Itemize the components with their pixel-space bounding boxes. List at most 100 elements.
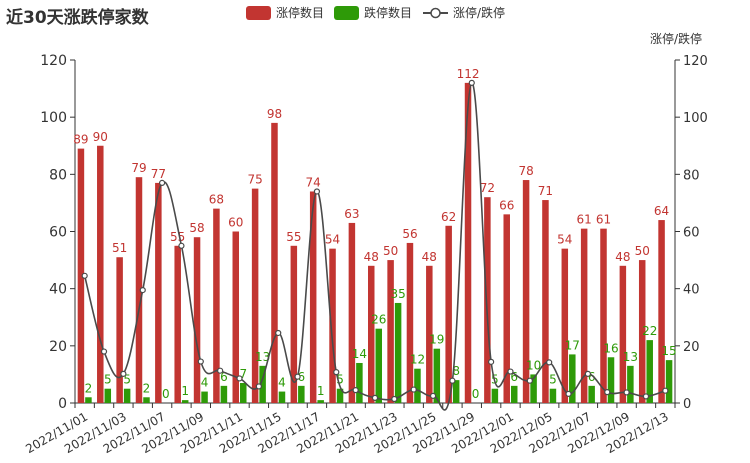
ratio-point — [546, 359, 553, 366]
bar-limit-up — [406, 242, 414, 403]
data-label-limit-up: 54 — [325, 233, 340, 247]
bar-limit-down — [336, 388, 344, 403]
bar-limit-up — [116, 257, 123, 403]
data-label-limit-up: 74 — [306, 175, 321, 189]
data-label-limit-up: 62 — [441, 210, 456, 224]
legend-item-ratio[interactable]: 涨停/跌停 — [423, 4, 505, 21]
legend-item-limit-down[interactable]: 跌停数目 — [334, 4, 412, 21]
data-label-limit-up: 79 — [131, 161, 146, 175]
bar-limit-up — [426, 265, 433, 403]
ratio-point — [604, 389, 611, 396]
data-label-limit-down: 8 — [452, 364, 460, 378]
y2-tick-label: 40 — [683, 283, 700, 298]
ratio-point — [333, 369, 340, 376]
y-tick-label: 120 — [40, 53, 67, 69]
y-tick-label: 80 — [49, 167, 67, 183]
data-label-limit-up: 77 — [151, 167, 166, 181]
bar-limit-up — [77, 148, 85, 403]
bar-limit-up — [368, 265, 375, 403]
data-label-limit-down: 5 — [104, 373, 112, 387]
data-label-limit-down: 5 — [336, 373, 344, 387]
bar-limit-down — [104, 388, 112, 403]
bar-limit-up — [600, 228, 607, 403]
legend-item-limit-up[interactable]: 涨停数目 — [246, 4, 324, 21]
bar-limit-up — [155, 182, 162, 403]
data-label-limit-up: 48 — [615, 250, 630, 264]
ratio-point — [197, 358, 204, 365]
data-label-limit-up: 50 — [383, 244, 398, 258]
legend-label-ratio: 涨停/跌停 — [453, 6, 506, 20]
bar-limit-down — [627, 365, 634, 403]
bar-limit-up — [232, 231, 240, 403]
ratio-point — [507, 368, 514, 375]
bar-limit-up — [135, 177, 143, 403]
bar-limit-down — [85, 397, 92, 403]
ratio-point — [313, 188, 321, 195]
data-label-limit-up: 66 — [499, 198, 514, 212]
bar-limit-down — [530, 374, 537, 403]
ratio-point — [120, 370, 127, 377]
bar-limit-down — [665, 360, 673, 403]
bar-limit-up — [271, 122, 278, 403]
data-label-limit-up: 56 — [402, 227, 417, 241]
ratio-point — [236, 375, 243, 382]
data-label-limit-down: 15 — [661, 344, 676, 358]
data-label-limit-down: 4 — [201, 376, 209, 390]
data-label-limit-down: 6 — [588, 370, 596, 384]
bar-limit-up — [522, 180, 530, 403]
data-label-limit-up: 90 — [93, 130, 108, 144]
data-label-limit-down: 0 — [472, 387, 480, 401]
data-label-limit-down: 13 — [623, 350, 638, 364]
bar-limit-down — [607, 357, 615, 403]
bar-limit-down — [240, 382, 247, 403]
bar-limit-down — [356, 362, 363, 403]
ratio-point — [449, 377, 456, 384]
ratio-line — [81, 79, 669, 411]
legend-label-limit-down: 跌停数目 — [364, 6, 413, 20]
data-label-limit-down: 5 — [549, 373, 557, 387]
ratio-point — [429, 392, 437, 399]
bar-limit-up — [348, 222, 356, 403]
data-label-limit-up: 50 — [635, 244, 650, 258]
data-label-limit-down: 1 — [181, 384, 189, 398]
data-label-limit-up: 60 — [228, 216, 243, 230]
bar-limit-down — [646, 340, 653, 403]
ratio-point — [255, 383, 262, 390]
data-label-limit-down: 16 — [603, 341, 618, 355]
ratio-point — [371, 394, 379, 401]
bar-limit-up — [464, 82, 472, 403]
data-label-limit-down: 26 — [371, 313, 386, 327]
data-label-limit-up: 61 — [577, 213, 592, 227]
data-label-limit-down: 12 — [410, 353, 425, 367]
bar-limit-up — [503, 214, 510, 403]
y-axis-right: 0 20 40 60 80 100 120 — [674, 54, 708, 412]
right-axis-label: 涨停/跌停 — [649, 32, 702, 46]
bar-labels: 8929055157927705515846866077513984556741… — [73, 67, 676, 401]
bar-limit-down — [394, 302, 402, 403]
ratio-point — [352, 387, 359, 394]
bar-limit-down — [278, 391, 286, 403]
ratio-point — [178, 242, 185, 249]
data-label-limit-up: 54 — [557, 233, 572, 247]
data-label-limit-up: 112 — [457, 67, 480, 81]
data-label-limit-down: 0 — [162, 387, 170, 401]
ratio-point — [468, 79, 475, 86]
bar-limit-down — [491, 388, 499, 403]
data-label-limit-up: 58 — [189, 221, 204, 235]
bar-limit-up — [658, 220, 665, 403]
bar-limit-up — [484, 197, 491, 403]
data-label-limit-up: 98 — [267, 107, 282, 121]
bar-limit-up — [290, 245, 298, 403]
ratio-point — [584, 370, 592, 377]
bar-limit-down — [549, 388, 557, 403]
bar-limit-up — [542, 200, 549, 403]
bar-limit-down — [588, 385, 595, 403]
data-label-limit-up: 51 — [112, 241, 127, 255]
data-label-limit-down: 1 — [317, 384, 325, 398]
bar-limit-up — [213, 208, 220, 403]
ratio-point — [565, 390, 572, 397]
y2-tick-label: 20 — [683, 340, 700, 355]
bar-limit-down — [569, 354, 576, 403]
data-label-limit-up: 48 — [422, 250, 437, 264]
ratio-point — [217, 367, 224, 374]
